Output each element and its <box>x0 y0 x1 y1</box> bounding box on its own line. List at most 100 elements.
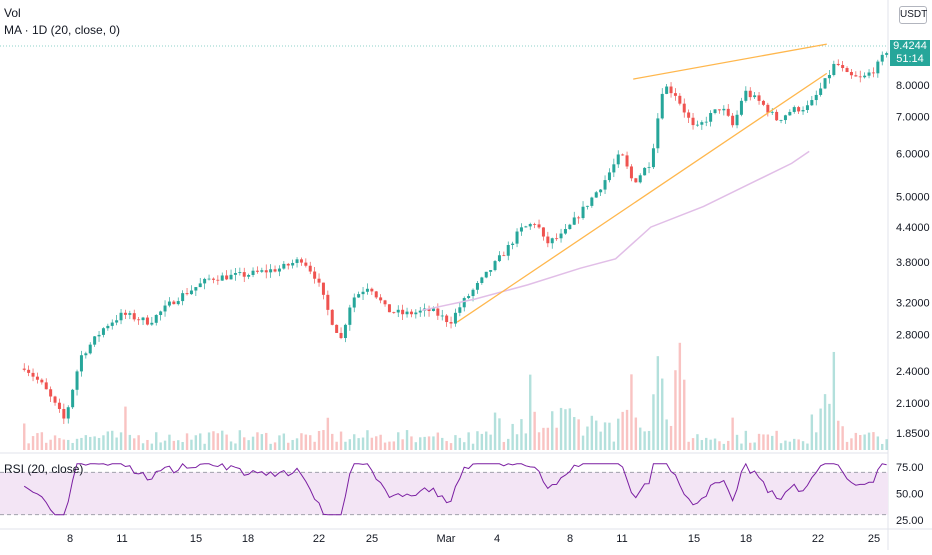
candle-body <box>717 109 721 111</box>
last-price-tag: 9.4244 51:14 <box>890 40 930 66</box>
volume-bar <box>392 441 396 450</box>
volume-bar <box>687 441 690 450</box>
volume-bar <box>141 443 145 450</box>
candle-body <box>559 233 563 239</box>
candle-body <box>511 243 515 246</box>
price-tick-label: 7.0000 <box>896 112 930 124</box>
candle-body <box>519 227 523 232</box>
candle-body <box>387 304 391 313</box>
candle-body <box>502 255 506 257</box>
volume-bar <box>533 411 536 450</box>
volume-bar <box>256 432 259 450</box>
volume-bar <box>762 434 765 450</box>
volume-bar <box>828 403 831 450</box>
volume-bar <box>564 409 567 450</box>
candle-body <box>722 108 726 111</box>
candle-body <box>713 109 717 114</box>
candle-body <box>484 271 488 278</box>
candle-body <box>458 307 462 313</box>
candle-body <box>885 53 889 55</box>
candle-body <box>867 72 871 76</box>
volume-bar <box>515 434 519 450</box>
ma-legend[interactable]: MA · 1D (20, close, 0) <box>4 23 121 37</box>
candle-body <box>757 95 761 101</box>
time-tick-label: 8 <box>67 533 73 545</box>
candle-body <box>590 197 594 206</box>
last-price-value: 9.4244 <box>893 40 927 52</box>
candle-body <box>656 118 660 149</box>
candle-body <box>748 90 752 98</box>
volume-bar <box>854 432 858 450</box>
volume-bar <box>819 408 822 450</box>
candle-body <box>203 278 207 284</box>
candle-body <box>427 308 431 311</box>
volume-bar <box>89 436 92 450</box>
volume-bar <box>876 436 880 450</box>
candle-body <box>392 312 396 314</box>
volume-bar <box>709 439 712 450</box>
price-tick-label: 8.0000 <box>896 80 930 92</box>
candle-body <box>255 270 259 272</box>
currency-selector[interactable]: USDT <box>899 6 927 24</box>
time-axis: 8 11 15 18 22 25 Mar 4 8 11 15 18 22 25 <box>67 533 880 545</box>
time-tick-label: 11 <box>116 533 127 545</box>
rsi-legend[interactable]: RSI (20, close) <box>4 462 84 476</box>
candle-body <box>568 224 572 230</box>
candle-body <box>295 259 299 263</box>
volume-bar <box>229 441 233 450</box>
volume-bar <box>608 422 611 450</box>
candle-body <box>744 90 748 101</box>
volume-bar <box>753 442 756 450</box>
candle-body <box>691 117 695 126</box>
candle-body <box>119 312 123 321</box>
volume-bar <box>454 435 457 450</box>
volume-bar <box>102 435 105 450</box>
volume-bar <box>788 441 792 450</box>
volume-bar <box>150 443 154 450</box>
candle-body <box>115 320 119 323</box>
volume-bar <box>128 434 132 450</box>
candle-body <box>233 273 237 275</box>
volume-bar <box>353 434 356 450</box>
candle-body <box>687 112 691 118</box>
volume-bar <box>537 432 541 450</box>
volume-bar <box>278 435 281 450</box>
candle-body <box>599 189 603 193</box>
candle-body <box>57 402 61 409</box>
volume-legend[interactable]: Vol <box>4 6 21 20</box>
candle-body <box>766 104 770 113</box>
candle-body <box>735 114 739 126</box>
volume-bar <box>269 443 272 450</box>
volume-bar <box>599 431 602 450</box>
candle-body <box>467 296 471 299</box>
candle-body <box>546 236 550 244</box>
candle-body <box>682 103 686 113</box>
volume-bar <box>867 432 871 450</box>
volume-bar <box>520 419 523 450</box>
volume-bar <box>647 430 651 450</box>
volume-bar <box>832 351 836 450</box>
volume-bar <box>617 418 620 450</box>
candle-body <box>418 310 422 313</box>
volume-bar <box>810 414 814 450</box>
candle-body <box>849 72 853 76</box>
candle-body <box>317 278 321 283</box>
candle-body <box>137 319 141 321</box>
volume-bar <box>639 427 642 450</box>
volume-bar <box>326 417 330 450</box>
candle-body <box>27 369 31 373</box>
volume-bar <box>405 430 409 450</box>
volume-bar <box>625 409 629 450</box>
candle-body <box>185 293 189 295</box>
volume-bar <box>859 435 862 450</box>
candle-body <box>374 291 378 298</box>
time-tick-label: 25 <box>868 533 880 545</box>
volume-bar <box>815 432 818 450</box>
volume-bar <box>388 441 391 450</box>
candle-body <box>700 122 704 125</box>
candle-body <box>110 322 114 326</box>
volume-bar <box>493 412 497 450</box>
candle-body <box>493 261 497 271</box>
